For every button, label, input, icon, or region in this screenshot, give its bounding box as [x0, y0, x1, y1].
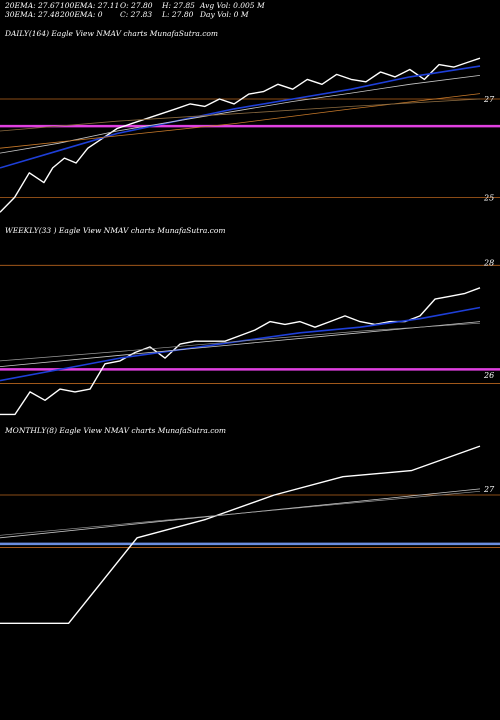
series-line-price-1 [0, 287, 481, 416]
series-line-ema_mid2-1 [0, 322, 481, 362]
header-open: O: 27.80 [120, 1, 153, 10]
header-ema100: 100EMA: 27.11 [60, 1, 120, 10]
y-tick-label-1-1: 26 [483, 371, 494, 380]
series-line-price-0 [0, 57, 481, 213]
header-high: H: 27.85 [162, 1, 195, 10]
series-line-ema100-0 [0, 93, 481, 149]
y-tick-label-0-0: 27 [483, 95, 495, 104]
header-ema200: 200EMA: 0 [60, 10, 103, 19]
y-tick-label-0-1: 25 [483, 193, 494, 202]
series-line-ema_mid2-2 [0, 490, 481, 536]
header-close: C: 27.83 [120, 10, 153, 19]
weekly-panel-title: WEEKLY(33 ) Eagle View NMAV charts Munaf… [5, 226, 226, 235]
daily-panel-title: DAILY(164) Eagle View NMAV charts Munafa… [5, 29, 219, 38]
header-avg-vol: Avg Vol: 0.005 M [200, 1, 265, 10]
header-low: L: 27.80 [162, 10, 194, 19]
header-ema30: 30EMA: 27.48 [5, 10, 60, 19]
y-tick-label-1-0: 28 [483, 259, 494, 268]
series-line-price-2 [0, 445, 481, 624]
header-ema20: 20EMA: 27.67 [5, 1, 60, 10]
monthly-panel-title: MONTHLY(8) Eagle View NMAV charts Munafa… [5, 426, 227, 435]
series-line-ema30-0 [0, 75, 481, 154]
y-tick-label-2-0: 27 [483, 485, 495, 494]
series-line-ema20-0 [0, 65, 481, 169]
header-day-vol: Day Vol: 0 M [200, 10, 249, 19]
series-line-ema_mid-1 [0, 321, 481, 367]
series-line-ema200-0 [0, 98, 481, 132]
